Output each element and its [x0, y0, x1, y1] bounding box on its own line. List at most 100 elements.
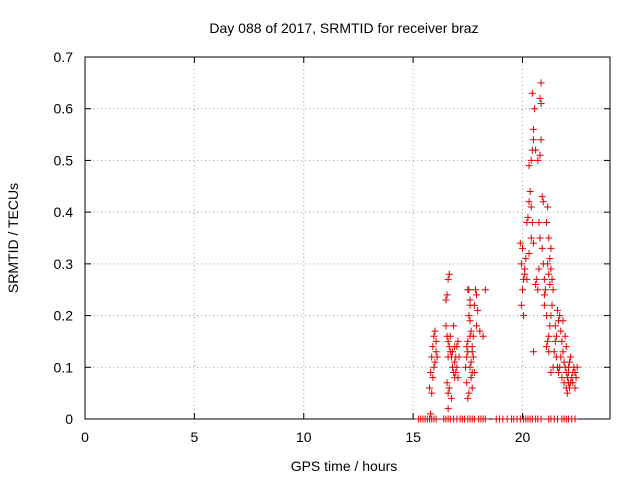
data-point-marker [444, 389, 452, 397]
data-point-marker [473, 322, 481, 330]
data-point-marker [543, 218, 551, 226]
data-point-marker [564, 363, 572, 371]
data-point-marker [557, 353, 565, 361]
y-tick-label: 0.5 [54, 152, 74, 168]
y-axis-label: SRMTID / TECUs [5, 183, 21, 293]
data-point-marker [531, 105, 539, 113]
data-point-marker [541, 286, 549, 294]
data-point-marker [536, 151, 544, 159]
data-point-marker [481, 286, 489, 294]
data-point-marker [534, 286, 542, 294]
data-point-marker [549, 286, 557, 294]
data-point-marker [453, 363, 461, 371]
data-point-marker [432, 415, 440, 423]
data-point-marker [538, 193, 546, 201]
data-point-marker [537, 100, 545, 108]
data-point-marker [444, 405, 452, 413]
data-point-marker [563, 389, 571, 397]
data-point-marker [532, 281, 540, 289]
data-point-marker [429, 343, 437, 351]
data-point-marker [539, 198, 547, 206]
data-point-marker [544, 337, 552, 345]
data-point-marker [454, 374, 462, 382]
data-point-marker [444, 353, 452, 361]
data-point-marker [537, 79, 545, 87]
data-point-marker [443, 291, 451, 299]
data-point-marker [444, 337, 452, 345]
data-point-marker [430, 363, 438, 371]
data-point-marker [559, 348, 567, 356]
data-point-marker [465, 312, 473, 320]
data-point-marker [528, 218, 536, 226]
data-point-marker [572, 374, 580, 382]
y-tick-label: 0.6 [54, 101, 74, 117]
data-point-marker [479, 332, 487, 340]
data-point-marker [516, 239, 524, 247]
data-point-marker [573, 363, 581, 371]
data-points [415, 79, 581, 423]
data-point-marker [466, 332, 474, 340]
data-point-marker [463, 379, 471, 387]
data-point-marker [464, 348, 472, 356]
data-point-marker [470, 301, 478, 309]
data-point-marker [517, 301, 525, 309]
y-tick-label: 0.1 [54, 359, 74, 375]
data-point-marker [536, 94, 544, 102]
data-point-marker [465, 286, 473, 294]
data-point-marker [467, 358, 475, 366]
data-point-marker [526, 187, 534, 195]
data-point-marker [533, 275, 541, 283]
data-point-marker [529, 125, 537, 133]
data-point-marker [547, 265, 555, 273]
data-point-marker [427, 368, 435, 376]
data-point-marker [433, 353, 441, 361]
data-point-marker [535, 265, 543, 273]
data-point-marker [466, 363, 474, 371]
y-tick-label: 0.7 [54, 49, 74, 65]
data-point-marker [451, 358, 459, 366]
data-point-marker [545, 348, 553, 356]
x-axis-label: GPS time / hours [291, 458, 398, 474]
data-point-marker [560, 379, 568, 387]
data-point-marker [571, 384, 579, 392]
data-point-marker [473, 291, 481, 299]
data-point-marker [468, 384, 476, 392]
data-point-marker [527, 234, 535, 242]
data-point-marker [548, 275, 556, 283]
data-point-marker [446, 332, 454, 340]
data-point-marker [543, 312, 551, 320]
data-point-marker [464, 394, 472, 402]
data-point-marker [445, 270, 453, 278]
data-point-marker [432, 348, 440, 356]
data-point-marker [431, 327, 439, 335]
data-point-marker [551, 322, 559, 330]
data-point-marker [525, 198, 533, 206]
data-point-marker [442, 296, 450, 304]
data-point-marker [443, 379, 451, 387]
data-point-marker [551, 337, 559, 345]
data-point-marker [474, 306, 482, 314]
data-point-marker [538, 244, 546, 252]
data-point-marker [527, 203, 535, 211]
x-tick-label: 15 [405, 429, 421, 445]
data-point-marker [471, 286, 479, 294]
data-point-marker [450, 322, 458, 330]
data-point-marker [567, 353, 575, 361]
data-point-marker [432, 337, 440, 345]
data-point-marker [429, 374, 437, 382]
data-point-marker [529, 239, 537, 247]
chart-title: Day 088 of 2017, SRMTID for receiver bra… [209, 20, 478, 36]
data-point-marker [554, 306, 561, 314]
x-tick-label: 20 [515, 429, 531, 445]
data-point-marker [442, 322, 450, 330]
y-tick-label: 0.2 [54, 308, 74, 324]
data-point-marker [520, 312, 528, 320]
data-point-marker [523, 275, 531, 283]
y-tick-label: 0 [65, 411, 73, 427]
data-point-marker [535, 218, 543, 226]
grid-lines [85, 57, 610, 419]
y-tick-label: 0.4 [54, 204, 74, 220]
data-point-marker [430, 332, 438, 340]
x-tick-label: 10 [296, 429, 312, 445]
